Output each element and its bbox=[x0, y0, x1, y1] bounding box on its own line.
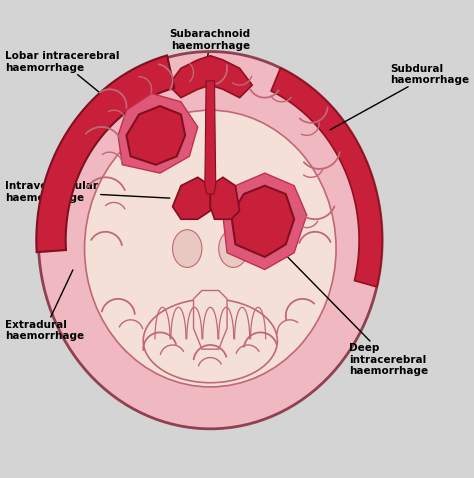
Polygon shape bbox=[223, 173, 307, 270]
Polygon shape bbox=[231, 185, 294, 257]
Ellipse shape bbox=[143, 299, 277, 383]
Polygon shape bbox=[127, 106, 185, 165]
Text: Lobar intracerebral
haemorrhage: Lobar intracerebral haemorrhage bbox=[5, 51, 124, 113]
Text: Subarachnoid
haemorrhage: Subarachnoid haemorrhage bbox=[170, 29, 251, 64]
Polygon shape bbox=[36, 55, 174, 252]
Ellipse shape bbox=[84, 110, 336, 387]
Text: Subdural
haemorrhage: Subdural haemorrhage bbox=[330, 64, 470, 130]
Polygon shape bbox=[271, 68, 382, 287]
Polygon shape bbox=[168, 56, 252, 98]
Polygon shape bbox=[210, 177, 240, 219]
Polygon shape bbox=[205, 81, 216, 194]
Ellipse shape bbox=[173, 230, 202, 267]
Polygon shape bbox=[118, 94, 198, 173]
Text: Extradural
haemorrhage: Extradural haemorrhage bbox=[5, 270, 84, 341]
Polygon shape bbox=[193, 291, 227, 349]
Polygon shape bbox=[173, 177, 210, 219]
Text: Intraventricular
haemorrhage: Intraventricular haemorrhage bbox=[5, 181, 170, 203]
Text: Deep
intracerebral
haemorrhage: Deep intracerebral haemorrhage bbox=[277, 246, 428, 376]
Ellipse shape bbox=[219, 230, 248, 267]
Ellipse shape bbox=[38, 52, 382, 429]
